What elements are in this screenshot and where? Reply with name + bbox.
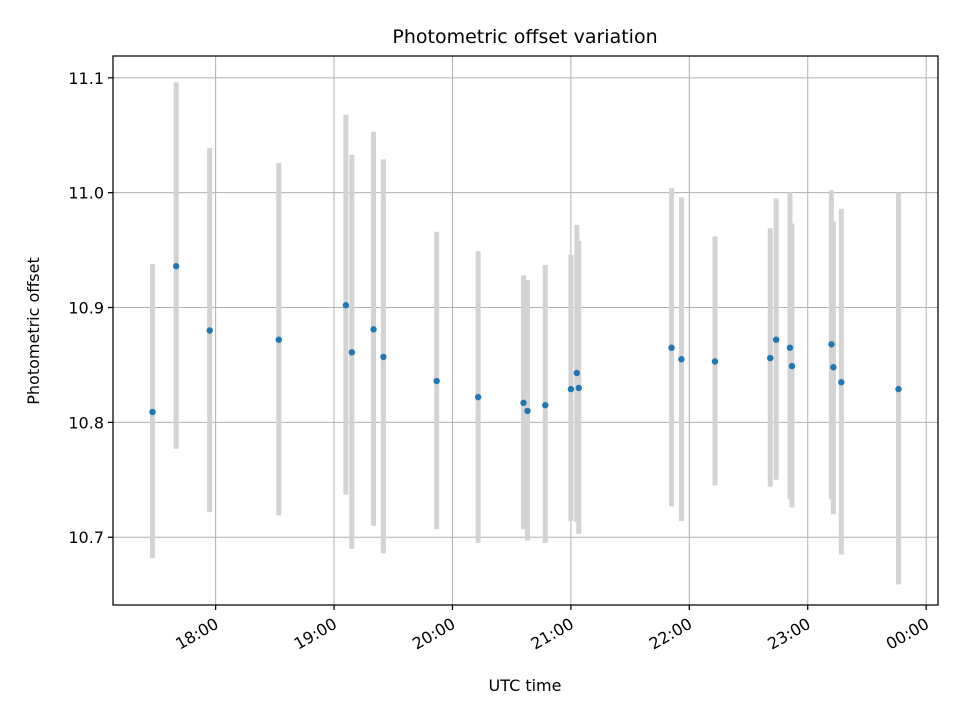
data-points — [149, 262, 902, 416]
data-point — [520, 399, 527, 407]
data-point — [830, 364, 837, 371]
data-point — [895, 385, 902, 393]
y-tick-label: 10.9 — [68, 299, 104, 318]
data-point — [767, 354, 774, 362]
data-point — [678, 356, 685, 363]
data-point — [786, 344, 794, 351]
data-point — [342, 302, 350, 309]
data-point — [772, 336, 780, 343]
data-point — [474, 393, 482, 401]
data-point — [149, 408, 156, 416]
data-point — [380, 353, 387, 361]
y-axis-label: Photometric offset — [24, 257, 43, 405]
data-point — [575, 384, 582, 392]
data-point — [275, 336, 282, 343]
y-tick-label: 10.7 — [68, 528, 104, 547]
data-point — [172, 262, 180, 270]
data-point — [668, 344, 675, 351]
plot-frame — [112, 55, 939, 606]
data-point — [567, 385, 575, 393]
data-point — [788, 362, 796, 370]
data-point — [206, 327, 213, 334]
data-point — [838, 378, 845, 386]
y-tick-label: 11.1 — [68, 69, 104, 88]
data-point — [370, 326, 377, 333]
data-point — [828, 341, 835, 348]
data-point — [573, 369, 581, 377]
x-axis-label: UTC time — [489, 676, 562, 695]
y-tick-label: 10.8 — [68, 413, 104, 432]
data-point — [524, 407, 531, 415]
data-point — [348, 349, 356, 356]
y-axis: 10.7 10.8 10.9 11.0 11.1 — [68, 69, 113, 547]
y-tick-label: 11.0 — [68, 184, 104, 203]
data-point — [711, 358, 719, 365]
data-point — [542, 401, 549, 409]
chart-title: Photometric offset variation — [392, 26, 657, 48]
data-point — [433, 377, 440, 385]
